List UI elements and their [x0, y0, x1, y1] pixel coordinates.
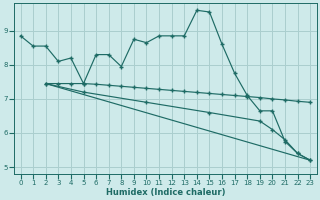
X-axis label: Humidex (Indice chaleur): Humidex (Indice chaleur) [106, 188, 225, 197]
